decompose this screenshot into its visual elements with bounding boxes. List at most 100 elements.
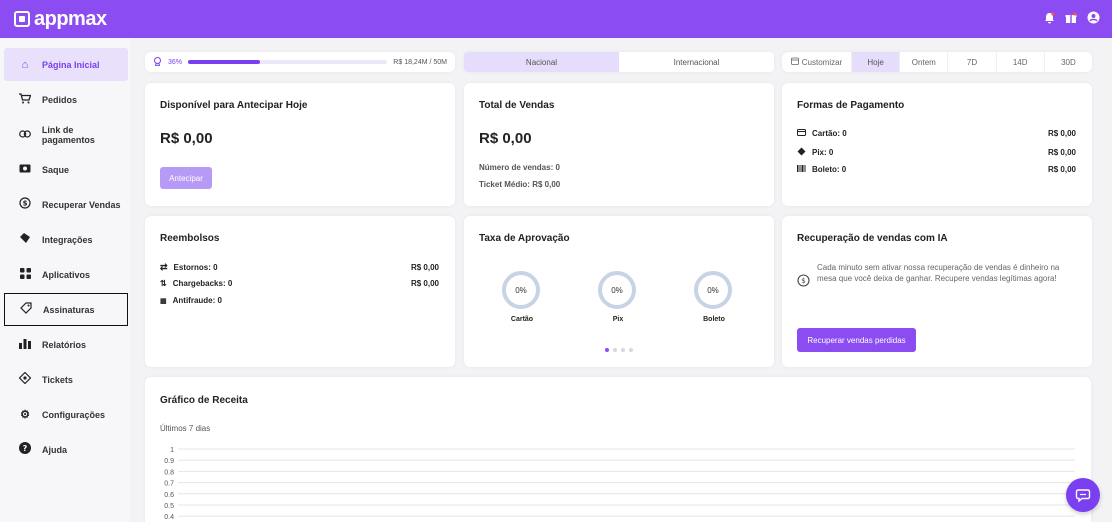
customize-button[interactable]: Customizar (782, 52, 852, 72)
refund-row-chargebacks: ⇅ Chargebacks: 0 R$ 0,00 (160, 279, 439, 288)
refunds-title: Reembolsos (160, 233, 220, 244)
svg-text:?: ? (23, 444, 28, 453)
sales-count: Número de vendas: 0 (479, 163, 560, 172)
y-tick-label: 1 (170, 447, 174, 454)
recover-icon: $ (18, 197, 32, 212)
sidebar: ⌂ Página Inicial Pedidos Link de pagamen… (0, 38, 130, 522)
carousel-dot[interactable] (613, 348, 617, 352)
advance-title: Disponível para Antecipar Hoje (160, 100, 308, 111)
cash-icon (18, 164, 32, 176)
carousel-dot[interactable] (629, 348, 633, 352)
sidebar-item-aplicativos[interactable]: Aplicativos (4, 258, 128, 291)
payment-value: R$ 0,00 (1047, 129, 1076, 138)
bell-icon[interactable] (1042, 11, 1056, 27)
apps-grid-icon (18, 267, 32, 282)
sidebar-item-label: Assinaturas (43, 304, 95, 315)
customize-label: Customizar (801, 57, 843, 67)
payment-methods-card: Formas de Pagamento Cartão: 0 R$ 0,00 Pi… (782, 83, 1092, 206)
tag-icon (19, 302, 33, 317)
advance-card: Disponível para Antecipar Hoje R$ 0,00 A… (145, 83, 455, 206)
sidebar-item-tickets[interactable]: Tickets (4, 363, 128, 396)
cart-icon (18, 92, 32, 107)
refund-value: R$ 0,00 (410, 279, 439, 288)
period-7d[interactable]: 7D (948, 52, 997, 72)
period-filters: Customizar Hoje Ontem 7D 14D 30D (782, 52, 1092, 72)
period-14d[interactable]: 14D (997, 52, 1045, 72)
payment-value: R$ 0,00 (1047, 165, 1076, 174)
brand-logo[interactable]: appmax (14, 8, 107, 31)
sidebar-item-label: Relatórios (42, 339, 87, 350)
sidebar-item-link-de-pagamentos[interactable]: Link de pagamentos (4, 118, 128, 151)
sidebar-item-recuperar-vendas[interactable]: $ Recuperar Vendas (4, 188, 128, 221)
sidebar-item-label: Página Inicial (42, 59, 100, 70)
sidebar-item-pedidos[interactable]: Pedidos (4, 83, 128, 116)
refund-label: Estornos: 0 (173, 263, 218, 272)
carousel-dots (464, 348, 774, 352)
approval-gauge: 0% (502, 271, 540, 309)
sidebar-item-label: Configurações (42, 409, 106, 420)
ai-recovery-card: Recuperação de vendas com IA $ Cada minu… (782, 216, 1092, 367)
refund-label: Chargebacks: 0 (172, 279, 233, 288)
trophy-icon (153, 56, 162, 68)
period-hoje[interactable]: Hoje (852, 52, 901, 72)
approval-gauge: 0% (694, 271, 732, 309)
svg-text:$: $ (23, 200, 28, 208)
logo-icon (14, 11, 30, 27)
chart-subtitle: Últimos 7 dias (160, 424, 211, 433)
refunds-card: Reembolsos ⇄ Estornos: 0 R$ 0,00 ⇅ Charg… (145, 216, 455, 367)
payment-row-boleto: Boleto: 0 R$ 0,00 (797, 165, 1076, 174)
tab-nacional[interactable]: Nacional (464, 52, 619, 72)
approval-label: Boleto (703, 316, 725, 323)
approval-label: Cartão (510, 316, 534, 323)
recover-icon: $ (797, 274, 810, 290)
refund-value: R$ 0,00 (410, 263, 439, 272)
period-ontem[interactable]: Ontem (900, 52, 949, 72)
link-icon (18, 129, 32, 141)
carousel-dot[interactable] (621, 348, 625, 352)
refund-row-estornos: ⇄ Estornos: 0 R$ 0,00 (160, 262, 439, 273)
goal-percent: 36% (168, 58, 183, 66)
sidebar-item-pagina-inicial[interactable]: ⌂ Página Inicial (4, 48, 128, 81)
sidebar-item-label: Saque (42, 164, 70, 175)
sidebar-item-ajuda[interactable]: ? Ajuda (4, 433, 128, 466)
recover-sales-button[interactable]: Recuperar vendas perdidas (797, 328, 916, 352)
carousel-dot[interactable] (605, 348, 609, 352)
goal-progress[interactable]: 36% R$ 18,24M / 50M (145, 52, 455, 72)
tab-internacional[interactable]: Internacional (673, 57, 720, 67)
calendar-icon (790, 57, 799, 67)
refund-row-antifraude: ▦ Antifraude: 0 (160, 296, 439, 305)
swap-icon: ⇄ (160, 262, 168, 272)
refund-label: Antifraude: 0 (172, 296, 222, 305)
gift-icon[interactable] (1064, 11, 1078, 27)
revenue-chart-card: Gráfico de Receita Últimos 7 dias 1 0.9 0.… (145, 377, 1091, 522)
approval-rate-card: Taxa de Aprovação 0% Cartão 0% Pix 0% Bo… (464, 216, 774, 367)
sidebar-item-integracoes[interactable]: Integrações (4, 223, 128, 256)
sidebar-item-saque[interactable]: Saque (4, 153, 128, 186)
chat-icon (1075, 489, 1091, 503)
region-tabs: Nacional Internacional (464, 52, 774, 72)
user-account-icon[interactable] (1086, 11, 1100, 27)
antecipar-button[interactable]: Antecipar (160, 167, 212, 189)
advance-amount: R$ 0,00 (160, 130, 213, 147)
payment-row-cartao: Cartão: 0 R$ 0,00 (797, 129, 1076, 138)
approval-item-pix: 0% Pix (598, 271, 638, 323)
approval-gauge: 0% (598, 271, 636, 309)
y-tick-label: 0.7 (164, 481, 174, 488)
goal-value: R$ 18,24M / 50M (393, 58, 447, 66)
antifraud-icon: ▦ (160, 297, 167, 305)
top-bar: appmax (0, 0, 1112, 38)
chat-support-button[interactable] (1066, 478, 1100, 512)
sidebar-item-configuracoes[interactable]: ⚙ Configurações (4, 398, 128, 431)
y-tick-label: 0.4 (164, 514, 174, 521)
ai-title: Recuperação de vendas com IA (797, 233, 948, 244)
period-30d[interactable]: 30D (1061, 57, 1076, 67)
brand-name: appmax (34, 7, 107, 30)
sales-ticket: Ticket Médio: R$ 0,00 (479, 180, 561, 189)
goal-progress-fill (188, 60, 260, 64)
ticket-icon (18, 371, 32, 387)
sidebar-item-relatorios[interactable]: Relatórios (4, 328, 128, 361)
sales-amount: R$ 0,00 (479, 130, 532, 147)
sidebar-item-assinaturas[interactable]: Assinaturas (4, 293, 128, 326)
sales-title: Total de Vendas (479, 100, 555, 111)
approval-item-boleto: 0% Boleto (694, 271, 734, 323)
